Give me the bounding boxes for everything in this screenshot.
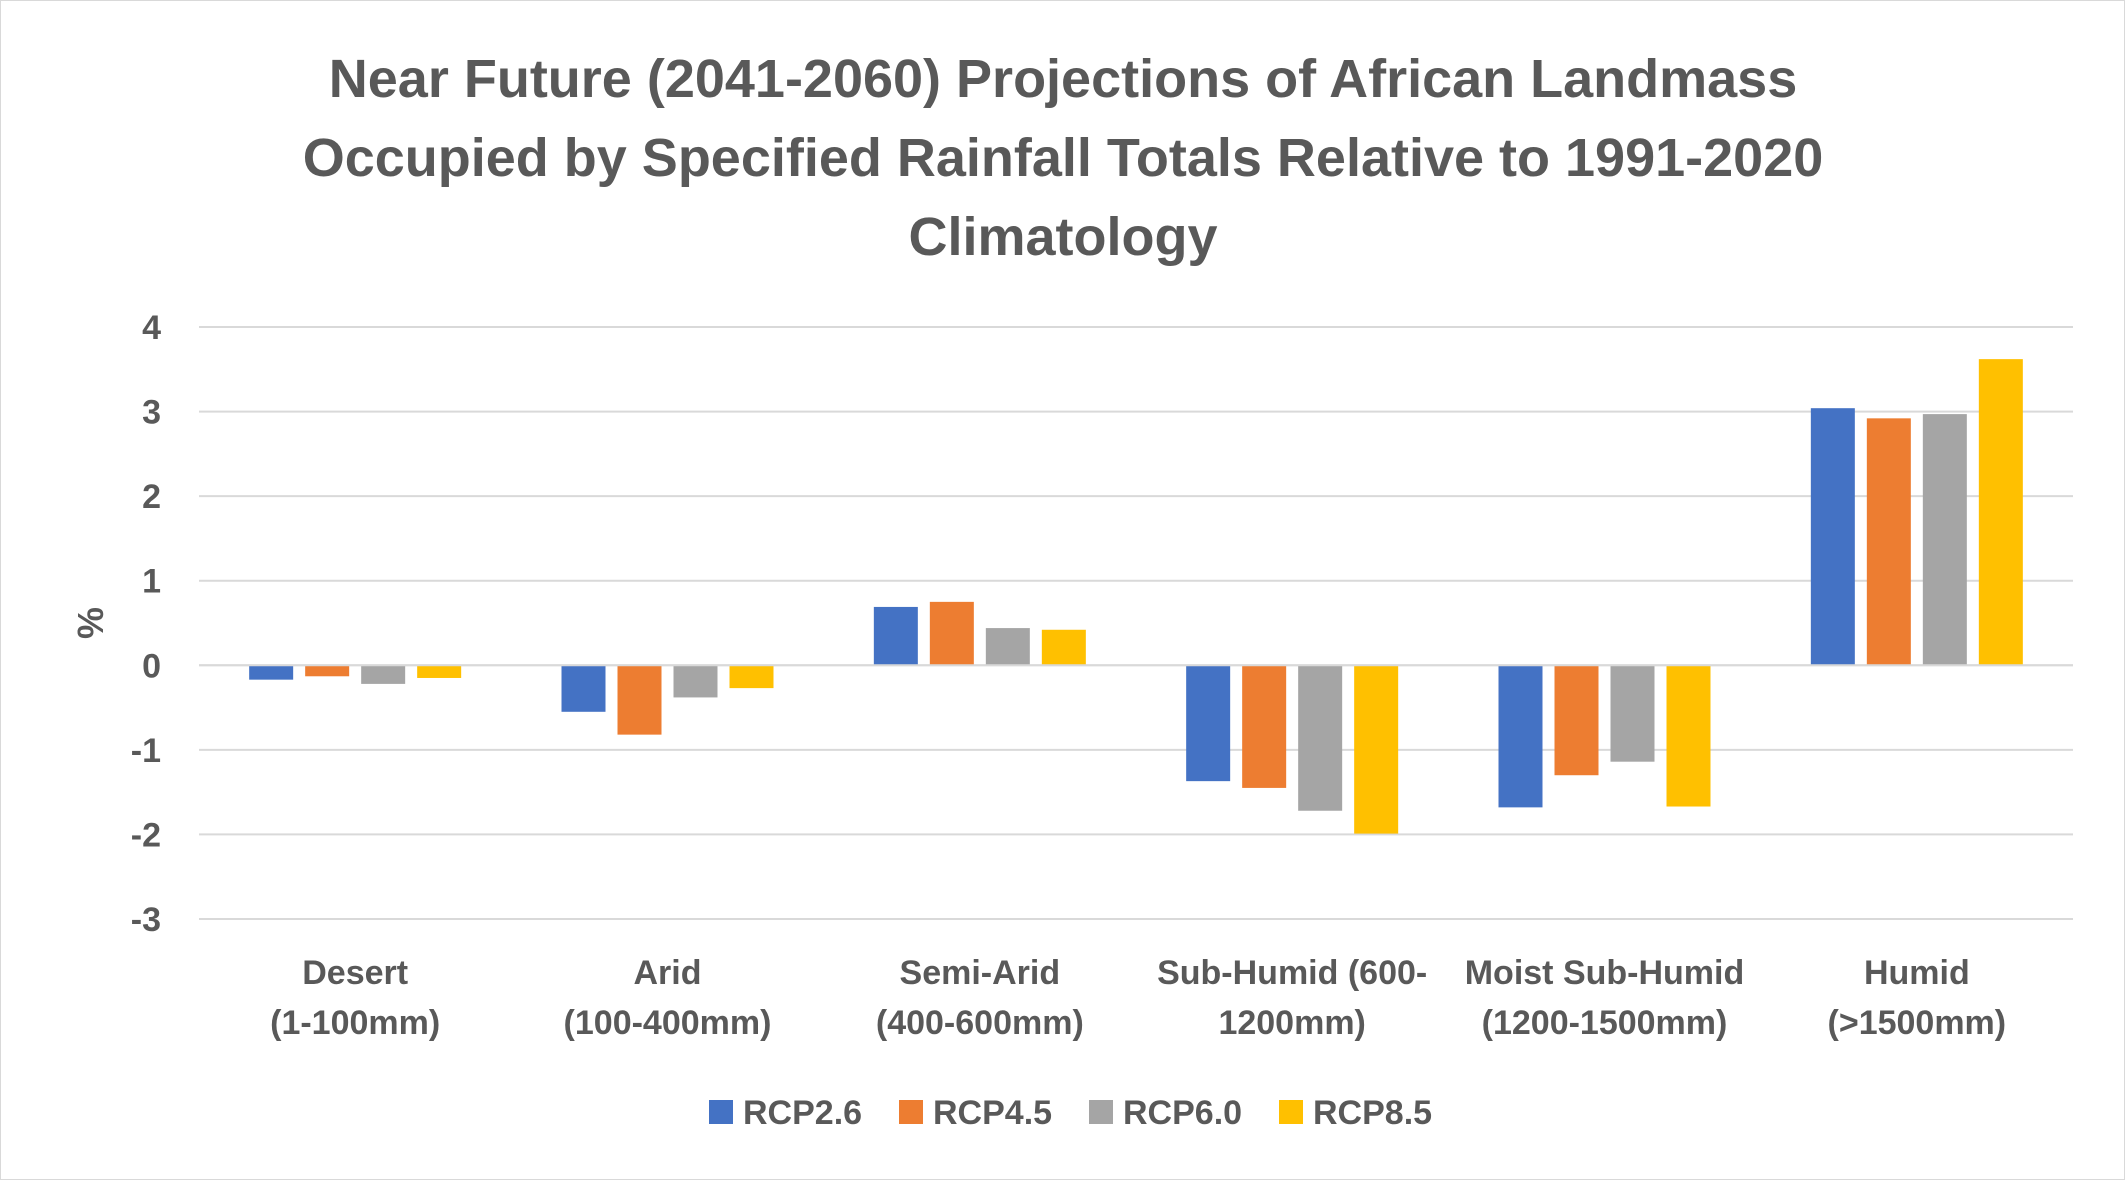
bar <box>1666 665 1711 807</box>
y-tick-label: -1 <box>131 732 161 770</box>
x-category-label: (>1500mm) <box>1828 1004 2007 1042</box>
bar <box>305 665 350 677</box>
bar <box>1554 665 1599 776</box>
legend-label: RCP6.0 <box>1123 1094 1242 1132</box>
x-axis-category-labels: Desert (1-100mm) Arid (100-400mm) Semi-Arid (… <box>270 954 2006 1042</box>
bar <box>561 665 606 712</box>
bar <box>1810 408 1855 666</box>
x-category-label: Semi-Arid <box>900 954 1061 992</box>
x-category-label: Moist Sub-Humid <box>1465 954 1745 992</box>
legend: RCP2.6 RCP4.5 RCP6.0 RCP8.5 <box>709 1094 1432 1132</box>
y-axis-title: % <box>70 607 111 639</box>
x-category-label: (400-600mm) <box>876 1004 1084 1042</box>
x-category-label: (1-100mm) <box>270 1004 440 1042</box>
bar <box>417 665 462 678</box>
chart-title-line-2: Occupied by Specified Rainfall Totals Re… <box>303 128 1824 188</box>
chart-title-line-3: Climatology <box>908 207 1217 267</box>
chart-title: Near Future (2041-2060) Projections of A… <box>303 49 1824 267</box>
bar <box>1041 629 1086 666</box>
bar <box>1186 665 1231 782</box>
bar <box>1298 665 1343 811</box>
x-category-label: (1200-1500mm) <box>1482 1004 1728 1042</box>
bars <box>249 359 2023 834</box>
chart-title-line-1: Near Future (2041-2060) Projections of A… <box>329 49 1797 109</box>
bar <box>1866 418 1911 666</box>
bar <box>1498 665 1543 808</box>
bar <box>929 601 974 666</box>
legend-swatch <box>899 1100 923 1124</box>
y-tick-label: 0 <box>142 647 161 685</box>
y-tick-label: 3 <box>142 394 161 432</box>
y-axis-tick-labels: 4 3 2 1 0 -1 -2 -3 <box>131 309 161 939</box>
y-tick-label: -2 <box>131 816 161 854</box>
y-tick-label: -3 <box>131 901 161 939</box>
x-category-label: Desert <box>302 954 408 992</box>
bar <box>617 665 662 735</box>
bar <box>1922 414 1967 666</box>
bar <box>1354 665 1399 834</box>
bar <box>361 665 406 684</box>
y-tick-label: 1 <box>142 563 161 601</box>
bar <box>673 665 718 698</box>
y-tick-label: 4 <box>142 309 161 347</box>
gridlines <box>199 326 2073 920</box>
bar <box>1610 665 1655 762</box>
bar <box>1242 665 1287 788</box>
bar <box>985 628 1030 666</box>
legend-label: RCP2.6 <box>743 1094 862 1132</box>
legend-label: RCP4.5 <box>933 1094 1052 1132</box>
legend-swatch <box>1279 1100 1303 1124</box>
legend-swatch <box>1089 1100 1113 1124</box>
x-category-label: (100-400mm) <box>564 1004 772 1042</box>
bar <box>873 606 918 666</box>
x-category-label: Arid <box>634 954 702 992</box>
legend-label: RCP8.5 <box>1313 1094 1432 1132</box>
bar <box>729 665 774 689</box>
x-category-label: 1200mm) <box>1218 1004 1365 1042</box>
bar <box>249 665 294 680</box>
bar <box>1978 359 2023 666</box>
x-category-label: Humid <box>1864 954 1970 992</box>
x-category-label: Sub-Humid (600- <box>1157 954 1427 992</box>
y-tick-label: 2 <box>142 478 161 516</box>
legend-swatch <box>709 1100 733 1124</box>
